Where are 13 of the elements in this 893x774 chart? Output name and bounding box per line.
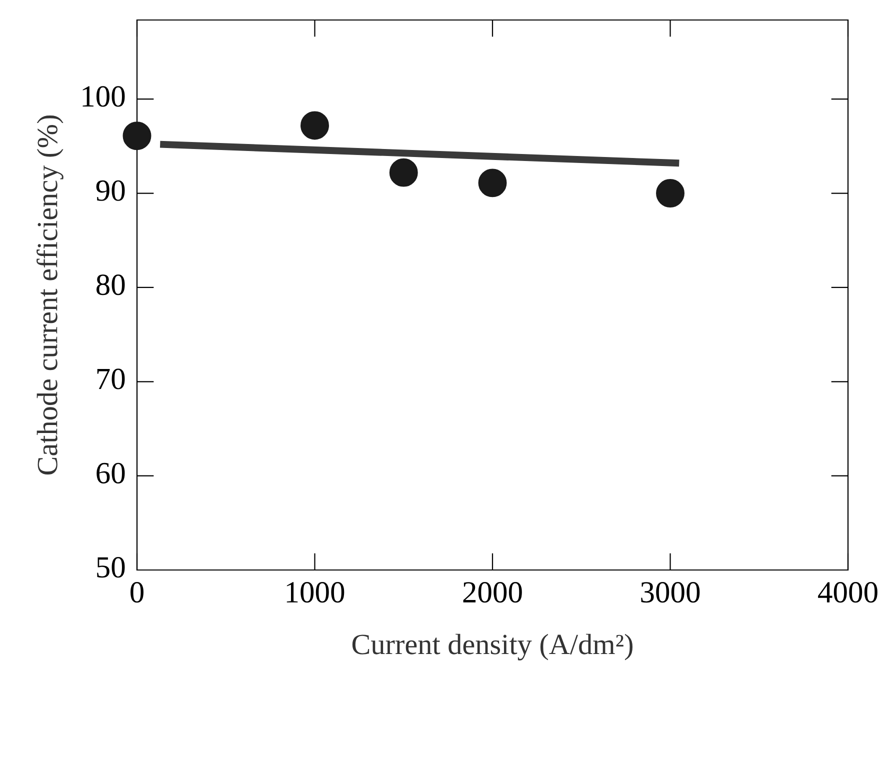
x-axis-title: Current density (A/dm²) — [352, 634, 632, 660]
y-tick-label: 100 — [82, 86, 125, 107]
y-tick-label: 90 — [96, 180, 125, 201]
y-axis-title: Cathode current efficiency (%) — [36, 116, 64, 475]
x-tick-label: 0 — [130, 582, 144, 603]
y-tick-label: 80 — [96, 274, 125, 296]
y-tick-label: 60 — [96, 462, 125, 484]
x-tick-label: 1000 — [286, 582, 344, 603]
y-tick-label: 50 — [97, 557, 125, 578]
x-tick-label: 4000 — [818, 582, 878, 603]
x-tick-label: 2000 — [463, 582, 522, 603]
y-tick-label: 70 — [97, 368, 125, 390]
x-tick-label: 3000 — [641, 582, 700, 603]
